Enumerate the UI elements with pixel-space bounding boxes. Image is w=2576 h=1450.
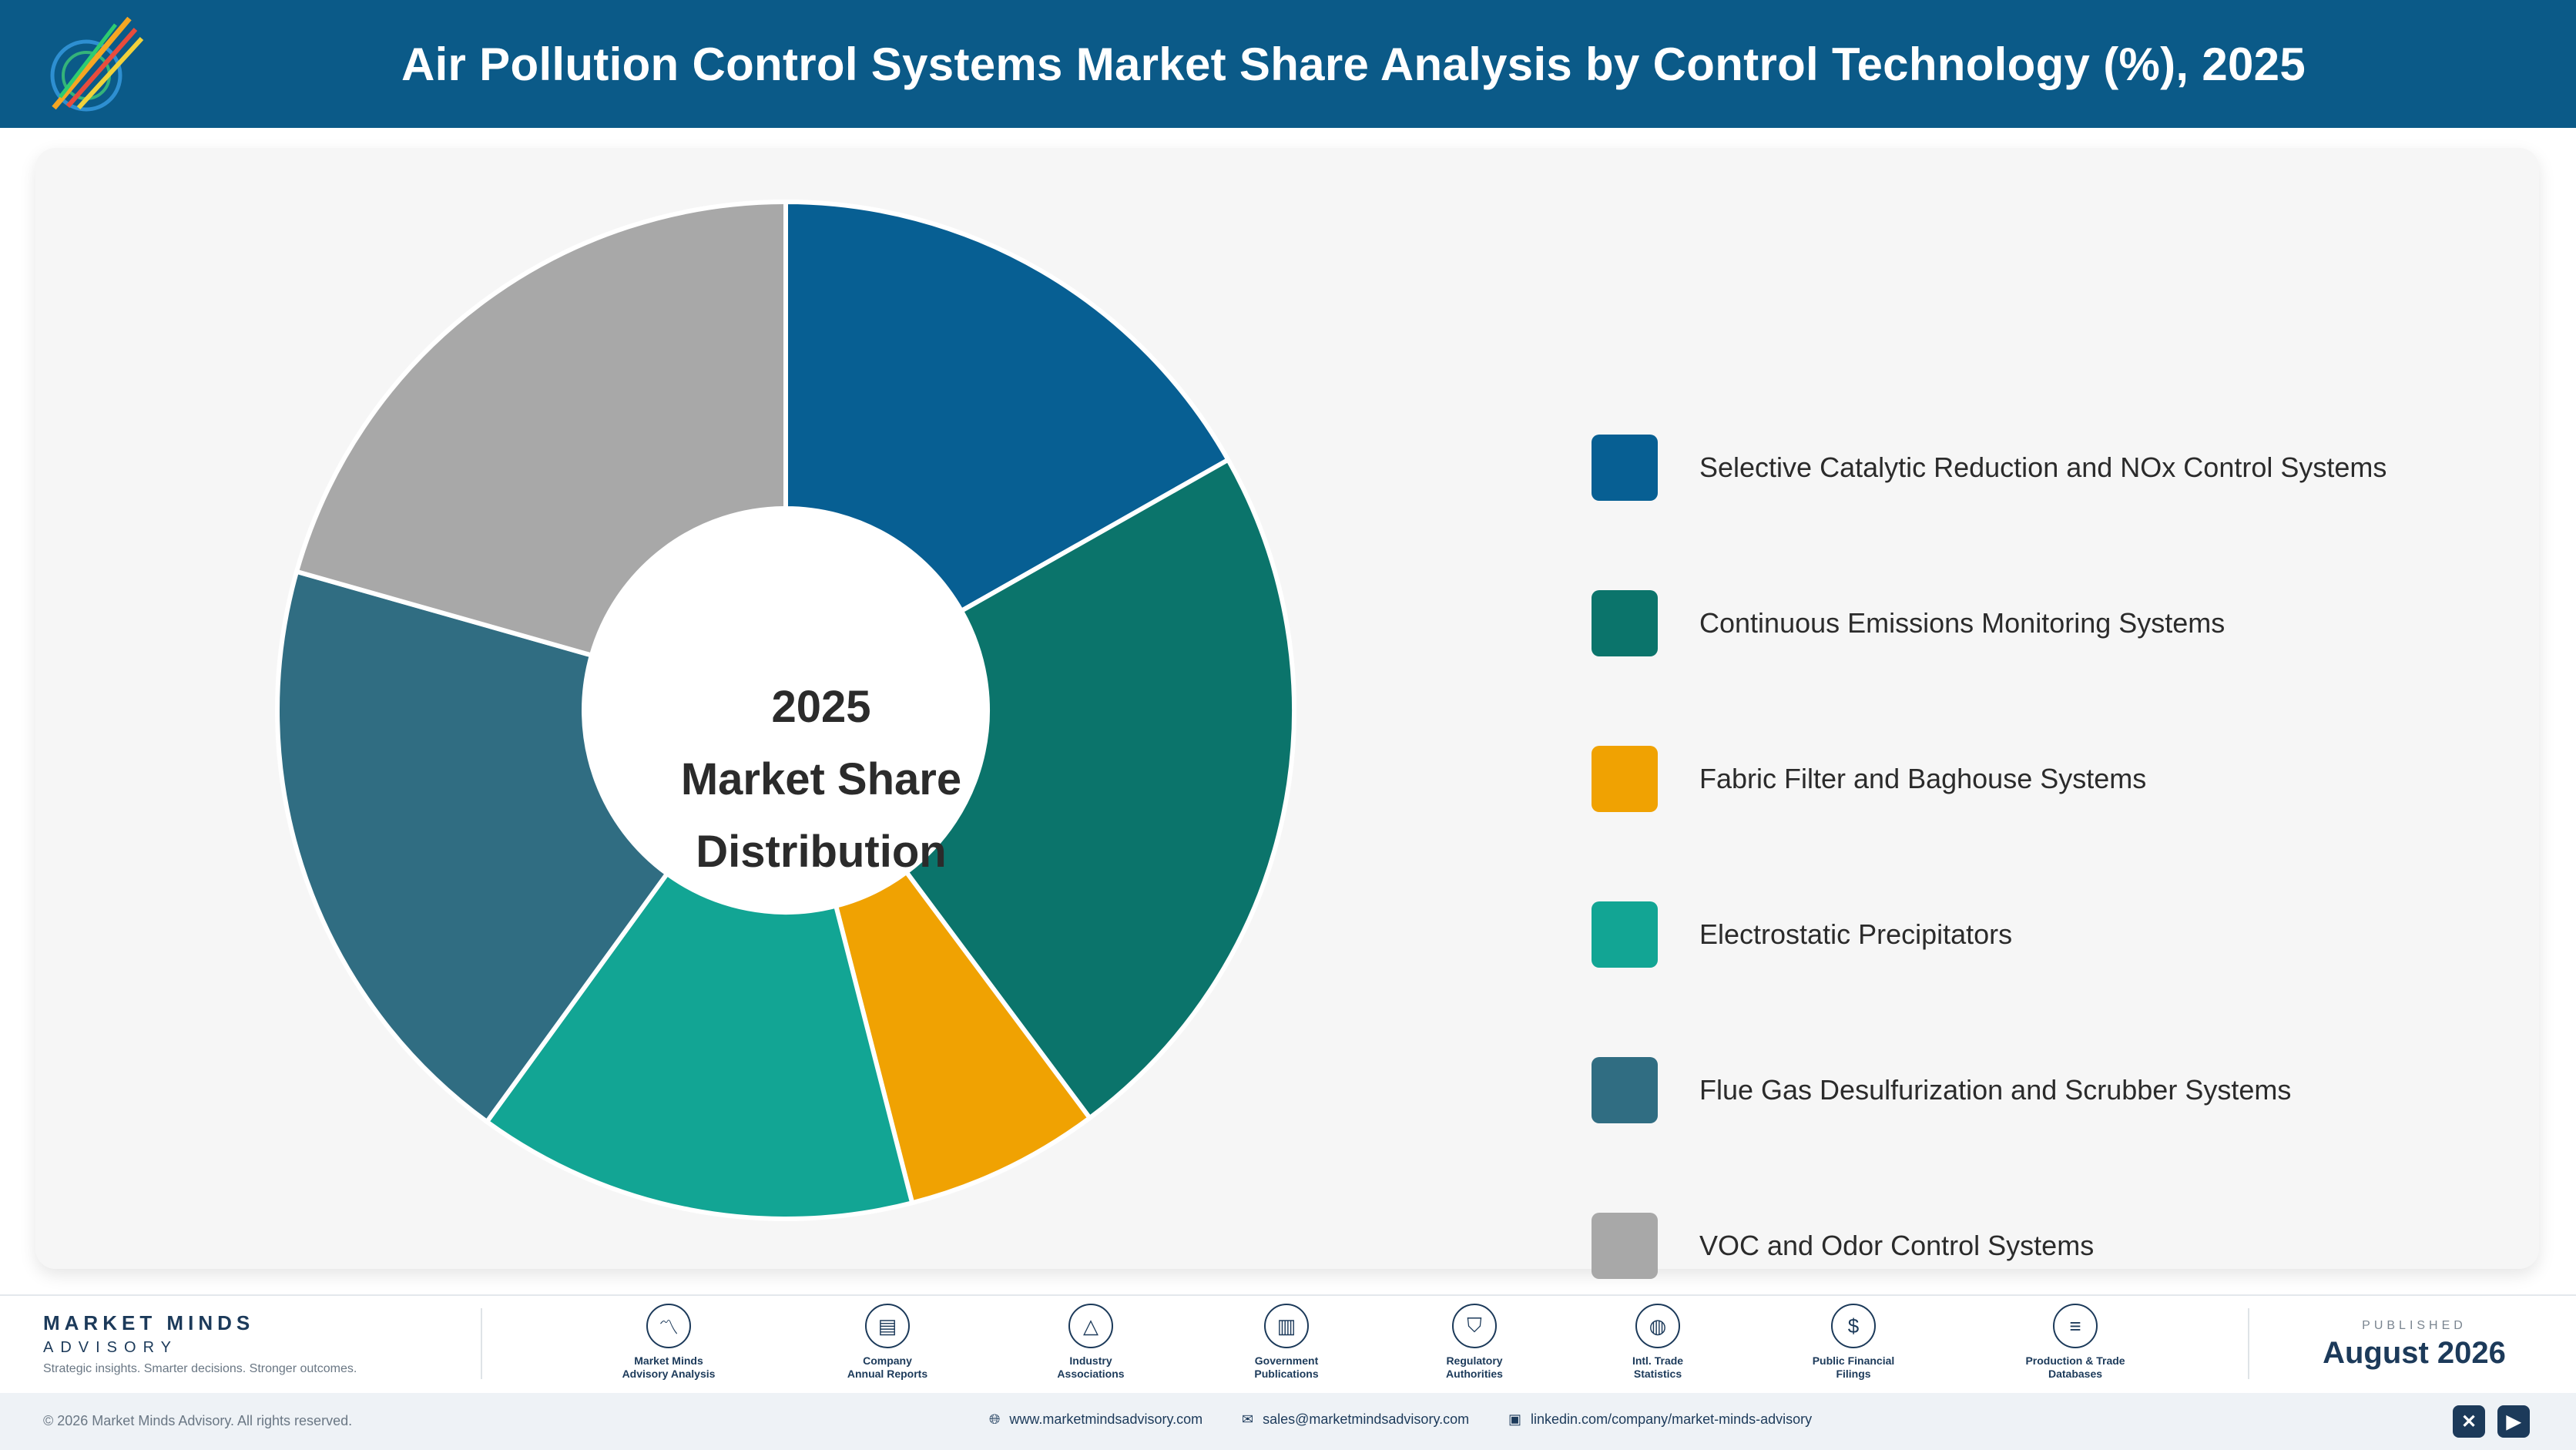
page-title: Air Pollution Control Systems Market Sha… xyxy=(401,38,2306,90)
source-item: ▥ Government Publications xyxy=(1209,1304,1363,1381)
website-text: www.marketmindsadvisory.com xyxy=(1009,1411,1203,1427)
network-icon: △ xyxy=(1068,1304,1113,1348)
donut-hole xyxy=(584,509,988,912)
legend-swatch xyxy=(1592,1057,1658,1123)
legend-item: Continuous Emissions Monitoring Systems xyxy=(1592,590,2516,656)
legend-label: Fabric Filter and Baghouse Systems xyxy=(1699,763,2147,794)
youtube-icon[interactable]: ▶ xyxy=(2497,1405,2530,1438)
source-item: ▤ Company Annual Reports xyxy=(810,1304,964,1381)
copyright-text: © 2026 Market Minds Advisory. All rights… xyxy=(43,1413,353,1428)
linkedin-text: linkedin.com/company/market-minds-adviso… xyxy=(1531,1411,1813,1427)
chart-line-icon: 〽 xyxy=(646,1304,691,1348)
source-label: Intl. Trade Statistics xyxy=(1581,1354,1735,1381)
mail-icon: ✉ xyxy=(1242,1411,1254,1427)
linkedin-icon: ▣ xyxy=(1508,1411,1522,1427)
footer: MARKET MINDS ADVISORY Strategic insights… xyxy=(0,1294,2576,1395)
website-link[interactable]: 🌐︎ www.marketmindsadvisory.com xyxy=(989,1411,1202,1428)
source-label-line2: Databases xyxy=(2048,1368,2103,1380)
legend-swatch xyxy=(1592,590,1658,656)
brand-subtitle: ADVISORY xyxy=(43,1339,178,1356)
source-label: Government Publications xyxy=(1209,1354,1363,1381)
source-item: $ Public Financial Filings xyxy=(1776,1304,1930,1381)
source-item: ≡ Production & Trade Databases xyxy=(1998,1304,2152,1381)
source-label-line2: Annual Reports xyxy=(847,1368,928,1380)
source-label-line1: Market Minds xyxy=(634,1354,703,1367)
published-date: August 2026 xyxy=(2323,1336,2506,1370)
brand-name: MARKET MINDS xyxy=(43,1311,255,1334)
legend-item: VOC and Odor Control Systems xyxy=(1592,1213,2516,1279)
source-label-line1: Regulatory xyxy=(1446,1354,1503,1367)
legend-label: VOC and Odor Control Systems xyxy=(1699,1230,2095,1261)
legend-label: Electrostatic Precipitators xyxy=(1699,918,2013,950)
source-label: Regulatory Authorities xyxy=(1397,1354,1551,1381)
center-label-year: 2025 xyxy=(771,682,871,732)
source-label-line1: Intl. Trade xyxy=(1632,1354,1684,1367)
center-label-line2: Market Share xyxy=(680,754,962,804)
legend-swatch xyxy=(1592,901,1658,968)
source-label-line2: Associations xyxy=(1057,1368,1125,1380)
coin-icon: $ xyxy=(1831,1304,1876,1348)
legend-label: Flue Gas Desulfurization and Scrubber Sy… xyxy=(1699,1074,2292,1106)
source-label-line2: Statistics xyxy=(1633,1368,1682,1380)
source-label: Market Minds Advisory Analysis xyxy=(592,1354,746,1381)
legend-item: Flue Gas Desulfurization and Scrubber Sy… xyxy=(1592,1057,2516,1123)
source-item: △ Industry Associations xyxy=(1014,1304,1168,1381)
footer-divider xyxy=(481,1308,482,1379)
legend-item: Selective Catalytic Reduction and NOx Co… xyxy=(1592,435,2516,501)
source-label-line1: Government xyxy=(1254,1354,1319,1367)
source-item: ◍ Intl. Trade Statistics xyxy=(1581,1304,1735,1381)
source-label-line1: Industry xyxy=(1069,1354,1112,1367)
source-label: Production & Trade Databases xyxy=(1998,1354,2152,1381)
brand-tagline: Strategic insights. Smarter decisions. S… xyxy=(43,1362,357,1375)
source-label: Industry Associations xyxy=(1014,1354,1168,1381)
source-label-line2: Advisory Analysis xyxy=(622,1368,716,1380)
source-label: Company Annual Reports xyxy=(810,1354,964,1381)
source-label-line2: Filings xyxy=(1836,1368,1871,1380)
source-label-line1: Company xyxy=(863,1354,912,1367)
source-item: 〽 Market Minds Advisory Analysis xyxy=(592,1304,746,1381)
legend-label: Continuous Emissions Monitoring Systems xyxy=(1699,607,2225,639)
x-social-icon[interactable]: ✕ xyxy=(2453,1405,2485,1438)
source-label-line2: Authorities xyxy=(1446,1368,1503,1380)
source-label-line1: Production & Trade xyxy=(2025,1354,2125,1367)
donut-slice xyxy=(783,199,1232,614)
email-text: sales@marketmindsadvisory.com xyxy=(1263,1411,1470,1427)
database-icon: ≡ xyxy=(2053,1304,2098,1348)
source-label: Public Financial Filings xyxy=(1776,1354,1930,1381)
footer-divider xyxy=(2248,1308,2249,1379)
legend-label: Selective Catalytic Reduction and NOx Co… xyxy=(1699,451,2387,483)
legend-item: Electrostatic Precipitators xyxy=(1592,901,2516,968)
legend-swatch xyxy=(1592,1213,1658,1279)
building-icon: ▥ xyxy=(1264,1304,1309,1348)
source-label-line1: Public Financial xyxy=(1812,1354,1895,1367)
bottom-bar: © 2026 Market Minds Advisory. All rights… xyxy=(0,1393,2576,1450)
globe-icon: 🌐︎ xyxy=(989,1411,1001,1427)
chart-card: 2025 Market Share Distribution Selective… xyxy=(35,148,2539,1279)
email-link[interactable]: ✉ sales@marketmindsadvisory.com xyxy=(1242,1411,1469,1428)
source-item: ⛉ Regulatory Authorities xyxy=(1397,1304,1551,1381)
legend-swatch xyxy=(1592,746,1658,812)
company-logo xyxy=(50,16,144,112)
center-label-line3: Distribution xyxy=(696,827,947,877)
shield-icon: ⛉ xyxy=(1452,1304,1497,1348)
legend-swatch xyxy=(1592,435,1658,501)
globe-icon: ◍ xyxy=(1635,1304,1680,1348)
legend-item: Fabric Filter and Baghouse Systems xyxy=(1592,746,2516,812)
header-bar: Air Pollution Control Systems Market Sha… xyxy=(0,0,2576,128)
linkedin-link[interactable]: ▣ linkedin.com/company/market-minds-advi… xyxy=(1508,1411,1812,1428)
donut-center-label: 2025 Market Share Distribution xyxy=(621,653,1021,907)
source-label-line2: Publications xyxy=(1254,1368,1319,1380)
published-label: PUBLISHED xyxy=(2362,1319,2467,1332)
donut-chart xyxy=(275,199,1296,1221)
document-icon: ▤ xyxy=(865,1304,910,1348)
